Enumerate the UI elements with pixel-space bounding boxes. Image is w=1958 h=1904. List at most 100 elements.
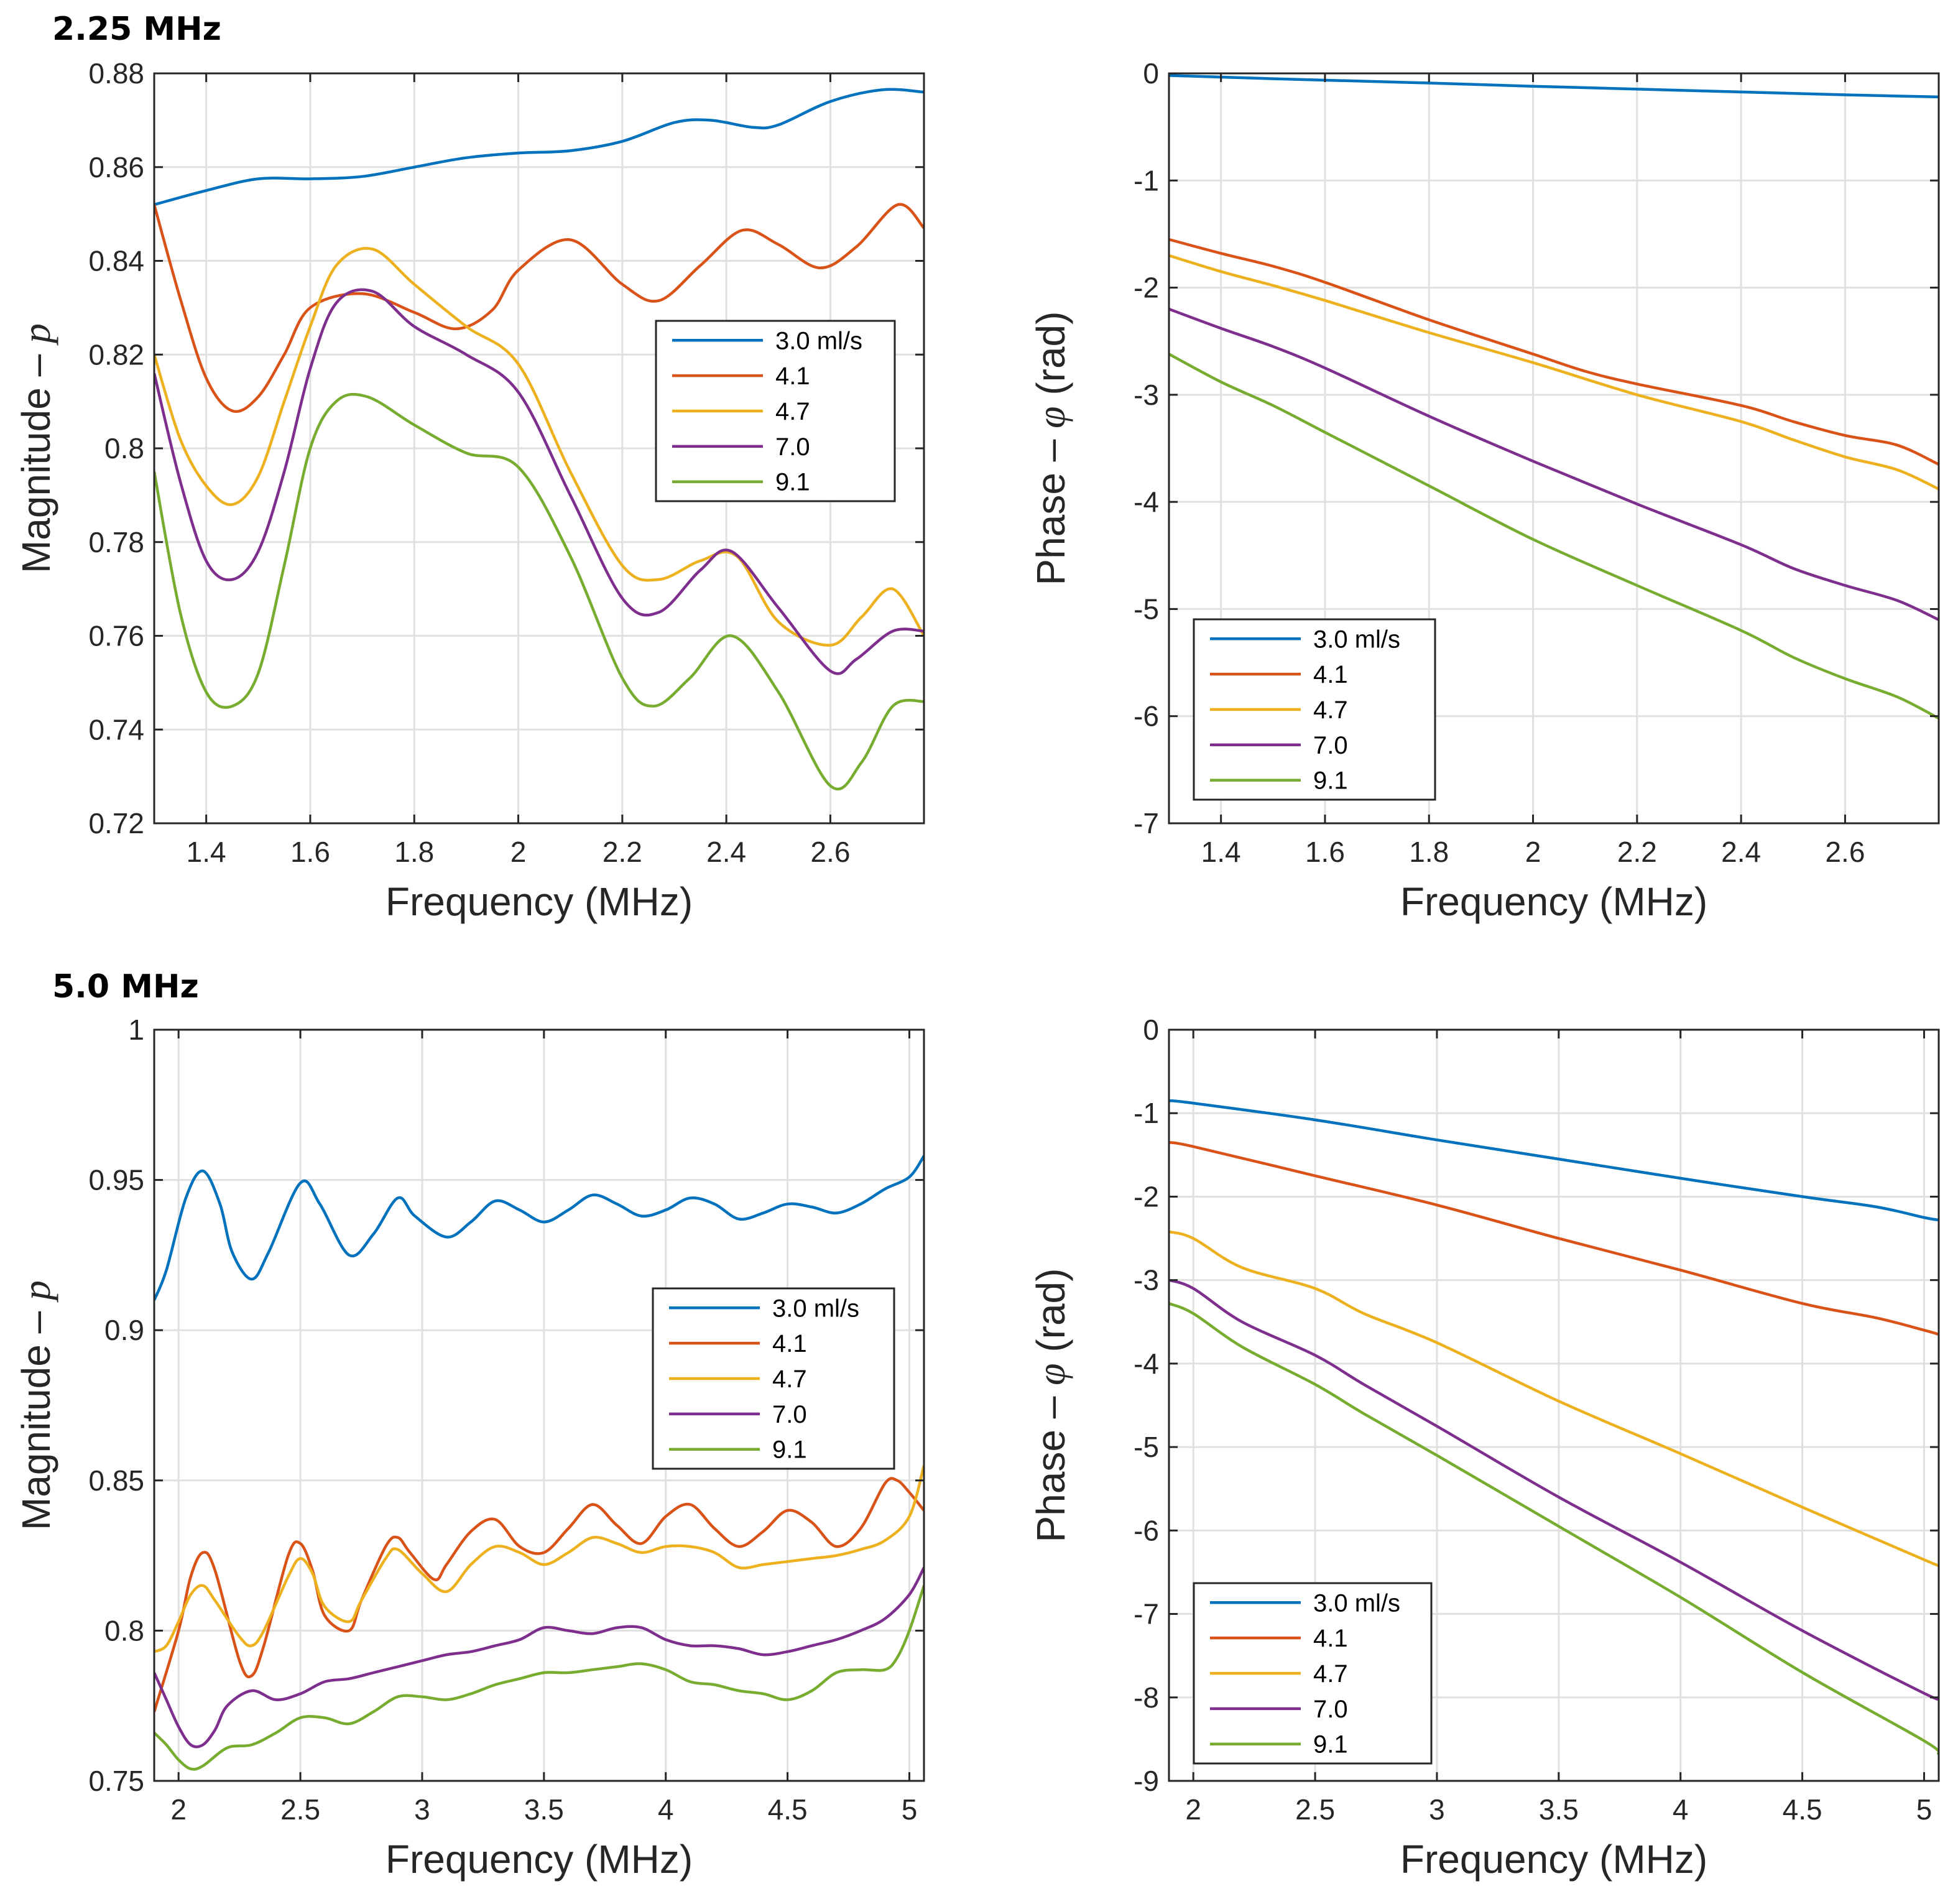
series-line-5 [1169, 1302, 1939, 1755]
legend-label: 4.7 [775, 398, 810, 425]
x-tick-label: 4 [1673, 1793, 1689, 1826]
y-axis-label-text: Phase – [1028, 428, 1073, 586]
series-line-3 [154, 247, 924, 647]
y-tick-label: 0.9 [104, 1314, 144, 1346]
x-axis-label: Frequency (MHz) [1400, 879, 1707, 924]
panel-phase-5.0mhz: 2 2.5 3 3.5 4 4.5 5 -9 -8 -7 -6 -5 -4 -3 -2 -1 0 Frequen… [1028, 1014, 1940, 1882]
legend-label: 4.1 [1313, 1625, 1348, 1652]
y-tick-label: 0 [1143, 57, 1159, 90]
legend: 3.0 ml/s 4.1 4.7 7.0 9.1 [652, 1287, 895, 1470]
legend-label: 7.0 [1313, 1696, 1348, 1723]
legend-label: 7.0 [772, 1401, 807, 1428]
x-tick-label: 2.5 [280, 1793, 320, 1826]
y-tick-label: -6 [1134, 1514, 1159, 1546]
tick-labels: 2 2.5 3 3.5 4 4.5 5 -9 -8 -7 -6 -5 -4 -3 -2 -1 0 [1134, 1014, 1932, 1826]
y-tick-label: -3 [1134, 1264, 1159, 1296]
series-line-5 [154, 392, 924, 791]
series-line-1 [1169, 74, 1939, 99]
y-axis-label-unit: (rad) [1028, 1269, 1073, 1364]
legend-label: 7.0 [1313, 732, 1348, 759]
series-line-4 [154, 288, 924, 675]
y-tick-label: -9 [1134, 1765, 1159, 1797]
y-tick-label: -2 [1134, 272, 1159, 304]
y-tick-label: -3 [1134, 379, 1159, 411]
y-tick-label: 0.95 [88, 1164, 144, 1196]
axes-frame [153, 1028, 925, 1782]
x-tick-label: 5 [902, 1793, 918, 1826]
y-tick-label: 0.74 [88, 713, 144, 746]
x-tick-label: 2 [510, 836, 527, 868]
y-tick-label: -5 [1134, 593, 1159, 625]
series-line-2 [1169, 1140, 1939, 1336]
tick-marks [1169, 72, 1939, 825]
panel-phase-2.25mhz: 1.4 1.6 1.8 2 2.2 2.4 2.6 -7 -6 -5 -4 -3 -2 -1 0 Frequ… [1028, 57, 1940, 924]
x-tick-label: 1.4 [1201, 836, 1241, 868]
tick-marks [1169, 1028, 1939, 1782]
series-line-2 [154, 203, 924, 414]
y-axis-label-text: Magnitude – [14, 343, 58, 573]
y-tick-label: 0.85 [88, 1464, 144, 1497]
series-line-2 [1169, 238, 1939, 466]
x-tick-label: 5 [1916, 1793, 1933, 1826]
series-line-2 [154, 1477, 924, 1712]
legend-label: 3.0 ml/s [772, 1295, 859, 1322]
legend: 3.0 ml/s 4.1 4.7 7.0 9.1 [655, 320, 896, 502]
tick-marks [154, 72, 924, 825]
y-tick-label: 0.8 [104, 1614, 144, 1647]
x-tick-label: 1.8 [1409, 836, 1449, 868]
series-line-3 [154, 1464, 924, 1653]
series-lines [154, 88, 924, 791]
x-tick-label: 2 [1185, 1793, 1201, 1826]
series-line-4 [1169, 1278, 1939, 1701]
series-lines [154, 1155, 924, 1771]
legend-label: 4.7 [1313, 696, 1348, 724]
x-axis-label: Frequency (MHz) [386, 1837, 693, 1882]
series-lines [1169, 1099, 1939, 1755]
x-tick-label: 2 [170, 1793, 187, 1826]
tick-labels: 1.4 1.6 1.8 2 2.2 2.4 2.6 -7 -6 -5 -4 -3 -2 -1 0 [1134, 57, 1865, 868]
legend-label: 4.1 [1313, 661, 1348, 688]
x-tick-label: 4.5 [1783, 1793, 1822, 1826]
y-axis-label-text: Magnitude – [14, 1300, 58, 1530]
legend-label: 9.1 [772, 1436, 807, 1464]
x-tick-label: 3 [414, 1793, 430, 1826]
y-tick-label: 0.78 [88, 526, 144, 558]
x-tick-label: 3.5 [524, 1793, 564, 1826]
y-tick-label: -6 [1134, 700, 1159, 732]
y-tick-label: -5 [1134, 1431, 1159, 1463]
legend-label: 9.1 [775, 469, 810, 496]
x-tick-label: 2.4 [1721, 836, 1761, 868]
axes-frame [1168, 1028, 1940, 1782]
y-tick-label: -1 [1134, 1097, 1159, 1129]
y-axis-label-text: Phase – [1028, 1385, 1073, 1543]
x-tick-label: 4.5 [768, 1793, 808, 1826]
legend-label: 4.7 [772, 1366, 807, 1393]
section-label-5.0-mhz: 5.0 MHz [52, 968, 199, 1005]
legend-label: 4.1 [772, 1330, 807, 1357]
x-tick-label: 1.4 [187, 836, 226, 868]
y-axis-label-symbol: φ [1029, 1363, 1073, 1385]
series-line-1 [1169, 1099, 1939, 1222]
y-tick-label: -2 [1134, 1180, 1159, 1213]
y-tick-label: 0.8 [104, 432, 144, 464]
series-line-1 [154, 1155, 924, 1301]
y-tick-label: 0.72 [88, 807, 144, 839]
y-tick-label: -7 [1134, 807, 1159, 839]
y-tick-label: -4 [1134, 486, 1159, 518]
y-tick-label: -8 [1134, 1681, 1159, 1714]
y-tick-label: 0.84 [88, 245, 144, 277]
x-tick-label: 2.2 [1617, 836, 1657, 868]
series-line-4 [154, 1566, 924, 1749]
y-tick-label: -7 [1134, 1598, 1159, 1630]
x-tick-label: 2.4 [706, 836, 746, 868]
x-tick-label: 1.6 [1305, 836, 1345, 868]
series-lines [1169, 74, 1939, 720]
x-tick-label: 4 [658, 1793, 674, 1826]
y-tick-label: 1 [128, 1014, 144, 1046]
legend-label: 4.1 [775, 363, 810, 390]
legend-label: 9.1 [1313, 1731, 1348, 1758]
x-tick-label: 2 [1525, 836, 1541, 868]
y-tick-label: 0 [1143, 1014, 1159, 1046]
section-label-2.25-mhz: 2.25 MHz [52, 11, 221, 48]
